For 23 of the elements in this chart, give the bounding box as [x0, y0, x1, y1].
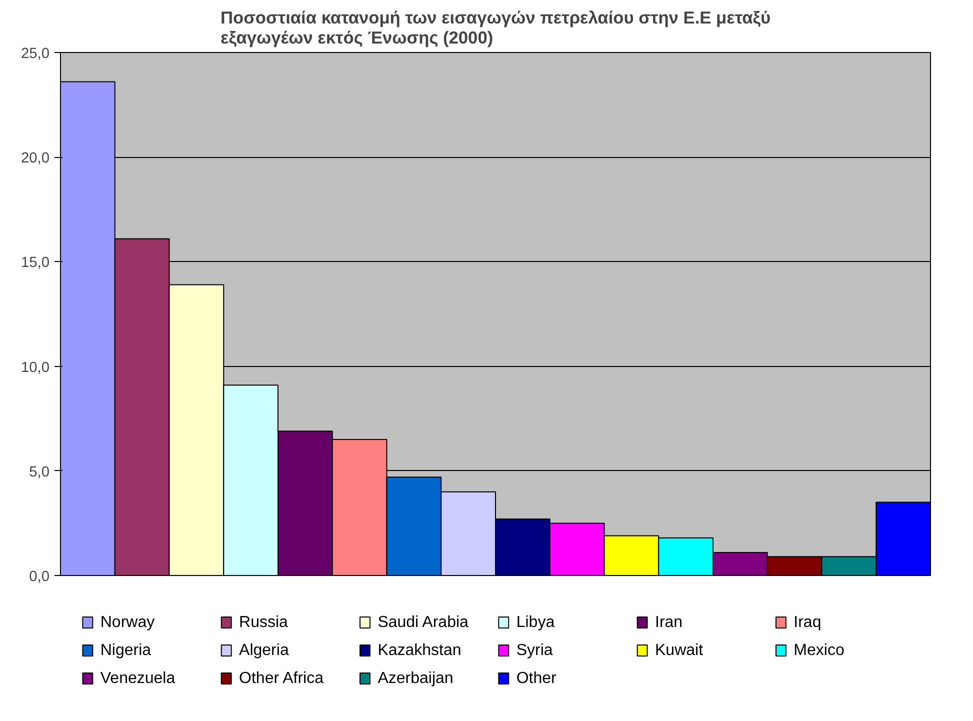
y-tick-label: 25,0 [20, 46, 50, 62]
legend-label: Libya [516, 614, 555, 631]
legend-label: Mexico [794, 642, 844, 659]
y-tick-label: 20,0 [20, 150, 50, 167]
legend-label: Russia [239, 614, 288, 631]
legend-label: Other Africa [239, 670, 324, 687]
legend-label: Venezuela [100, 670, 176, 687]
legend-label: Kazakhstan [378, 642, 462, 659]
legend-label: Azerbaijan [378, 670, 454, 687]
legend-label: Other [516, 670, 558, 687]
y-tick-label: 0,0 [29, 569, 50, 585]
legend-label: Algeria [239, 642, 289, 659]
legend-label: Iraq [794, 614, 822, 631]
y-tick-label: 15,0 [20, 255, 50, 272]
legend-label: Iran [655, 614, 683, 631]
legend-label: Saudi Arabia [378, 614, 469, 631]
chart-title: Ποσοστιαία κατανομή των εισαγωγών πετρελαίου στην Ε.Ε μεταξύ εξαγωγέων εκτός Ένωσης (2000) [220, 8, 771, 48]
y-tick-label: 10,0 [20, 360, 50, 376]
legend-label: Norway [100, 614, 155, 631]
legend-label: Kuwait [655, 642, 704, 659]
y-tick-label: 5,0 [29, 464, 50, 480]
legend-label: Nigeria [100, 642, 152, 659]
legend-label: Syria [516, 642, 553, 659]
